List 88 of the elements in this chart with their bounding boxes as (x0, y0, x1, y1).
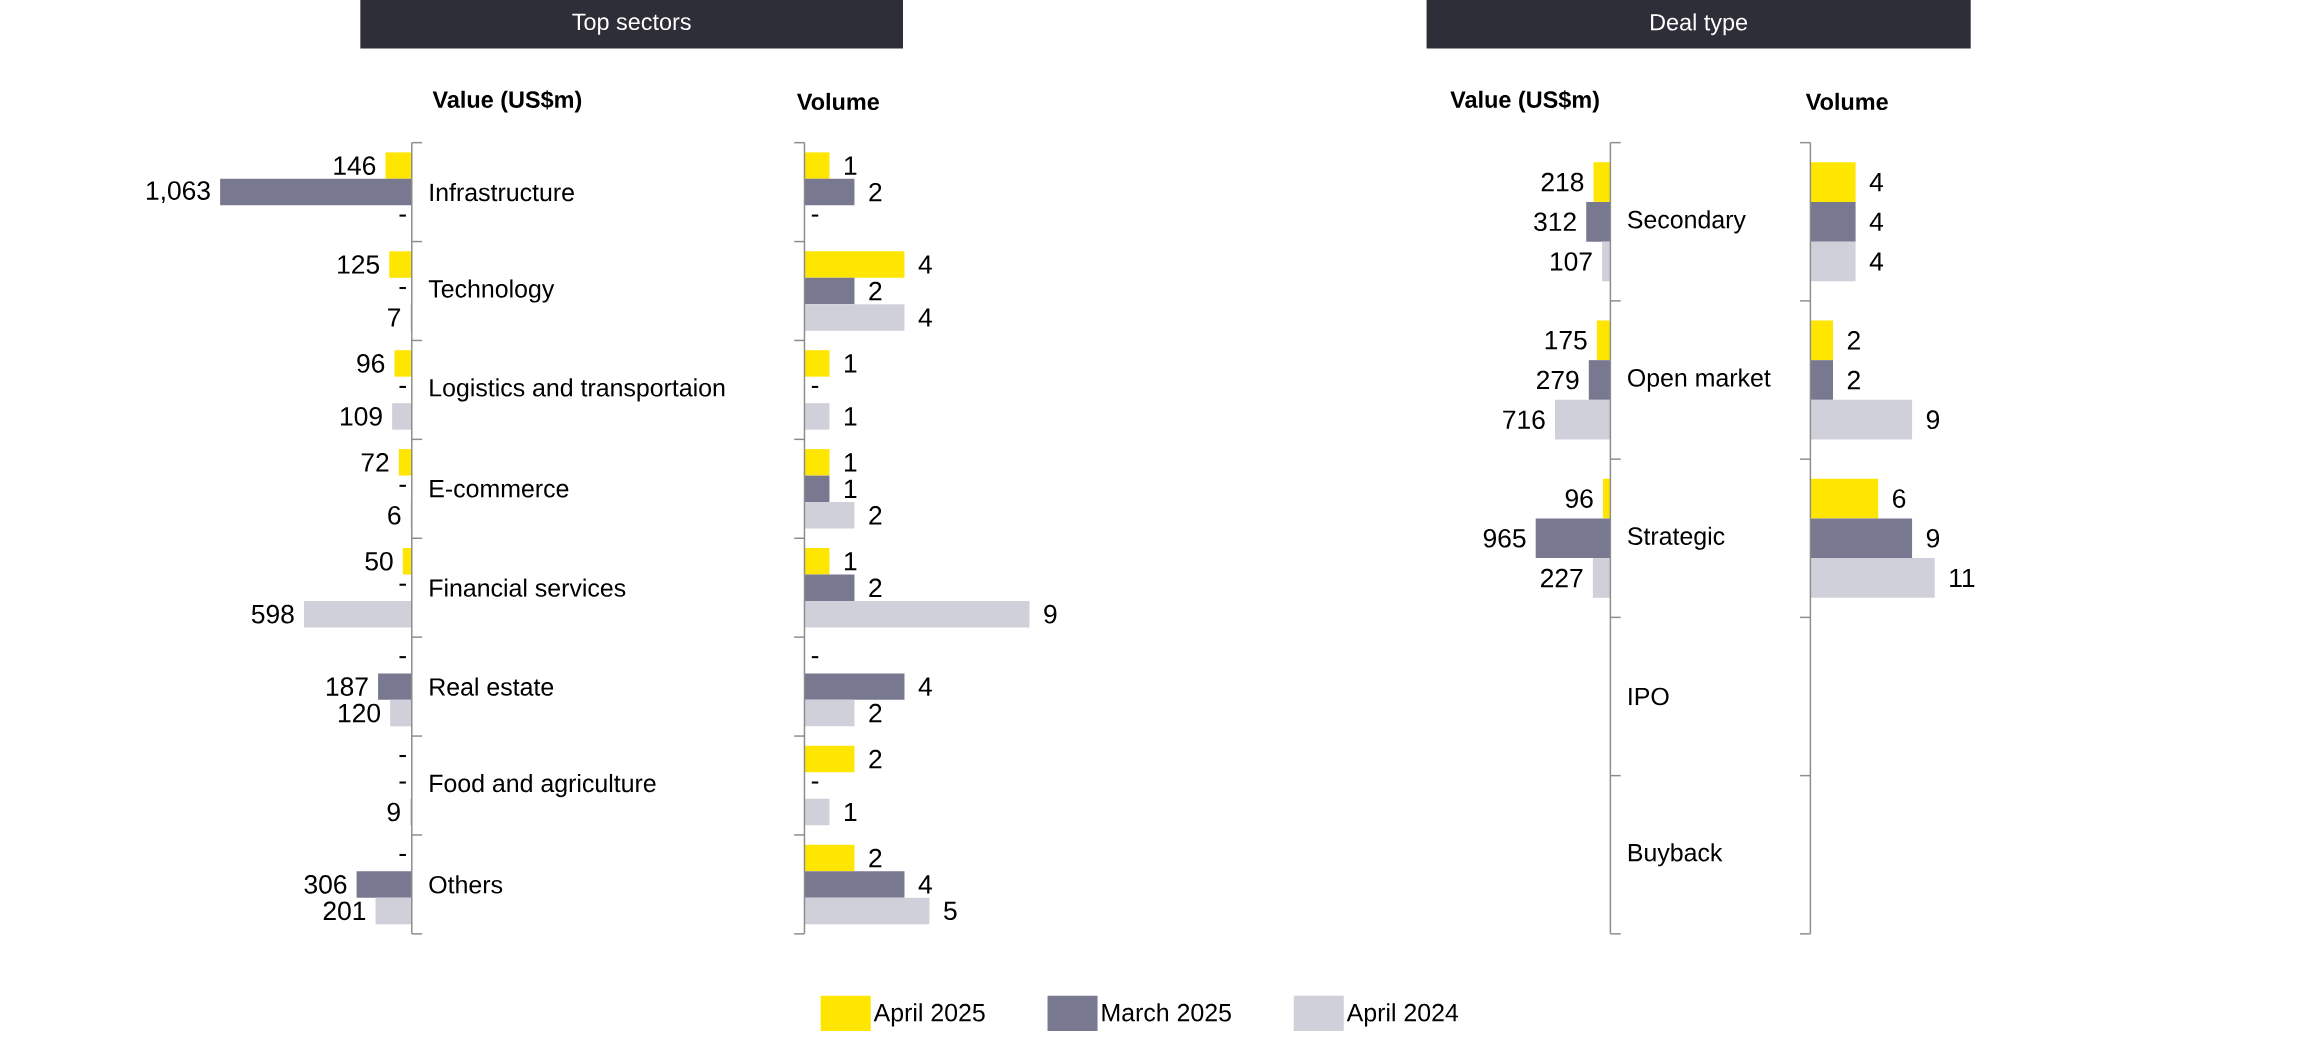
data-label: 9 (1926, 528, 1940, 548)
text: - (811, 214, 819, 217)
y-tick-label: IPO (1629, 687, 1669, 706)
data-label: 218 (1541, 172, 1584, 192)
data-label: 72 (361, 453, 389, 472)
data-label: 4 (1869, 252, 1884, 271)
data-label: 4 (918, 677, 932, 696)
y-tick-label: Technology (428, 279, 555, 303)
y-tick-label: Logistics and transportaion (430, 378, 725, 402)
data-label: 1 (845, 354, 857, 373)
data-label: 4 (918, 308, 932, 327)
text: - (811, 656, 819, 659)
chart-title: Volume (796, 92, 879, 111)
legend-label: March 2025 (1102, 1003, 1231, 1022)
data-label: 2 (869, 578, 882, 597)
data-label: 6 (1893, 489, 1906, 508)
text: Deal type (1651, 13, 1748, 36)
text: - (399, 385, 406, 388)
data-label: 1 (845, 479, 857, 498)
data-label: 7 (388, 308, 401, 327)
y-tick-label: Buyback (1628, 843, 1723, 867)
data-label: 2 (869, 703, 882, 723)
data-label: 306 (304, 875, 347, 894)
data-label: 2 (869, 848, 882, 868)
data-label: 9 (1044, 604, 1057, 624)
data-label: 187 (326, 677, 368, 696)
y-tick-label: E-commerce (430, 480, 569, 498)
data-label: 5 (944, 901, 957, 921)
data-label: 2 (869, 506, 882, 525)
text: - (399, 287, 406, 290)
text: - (399, 781, 406, 784)
y-tick-label: Secondary (1627, 210, 1746, 234)
text: Value (US$m) (432, 90, 582, 113)
text: - (811, 781, 819, 784)
y-tick-label: Open market (1628, 368, 1771, 392)
data-label: 4 (918, 875, 932, 894)
data-label: 1,063 (147, 181, 210, 204)
y-tick-label: Real estate (430, 677, 554, 696)
text: - (399, 656, 406, 659)
text: - (399, 583, 406, 586)
data-label: 2 (869, 749, 882, 769)
y-tick-label: Financial services (430, 578, 626, 597)
data-label: 2 (1847, 331, 1860, 350)
chart-subtitle: Value (US$m) (1450, 90, 1599, 113)
text: - (399, 755, 406, 758)
data-label: 1 (845, 453, 857, 472)
data-label: 2 (869, 182, 882, 202)
data-label: 2 (869, 281, 882, 301)
data-label: 11 (1950, 568, 1975, 588)
data-label: 50 (365, 551, 393, 571)
text: - (399, 853, 406, 857)
data-label: 96 (1565, 489, 1593, 508)
data-label: 716 (1503, 410, 1545, 430)
data-label: 2 (1847, 370, 1860, 390)
data-label: 9 (387, 802, 400, 822)
data-label: 1 (845, 156, 857, 175)
legend-label: April 2024 (1346, 1003, 1459, 1027)
data-label: 4 (918, 255, 932, 274)
data-label: 598 (251, 604, 294, 624)
data-label: 4 (1869, 212, 1884, 231)
data-label: 107 (1550, 252, 1592, 271)
data-label: 146 (334, 156, 376, 175)
y-tick-label: Food and agriculture (430, 773, 656, 798)
data-label: 201 (323, 901, 366, 921)
data-label: 1 (845, 552, 857, 571)
y-tick-label: Others (429, 875, 503, 894)
data-label: 4 (1869, 173, 1884, 192)
data-label: 109 (341, 407, 382, 426)
text: - (399, 484, 406, 487)
data-label: 1 (845, 407, 857, 426)
data-label: 120 (339, 703, 381, 723)
text: Top sectors (572, 13, 691, 35)
text: - (399, 214, 406, 217)
data-label: 125 (338, 255, 380, 274)
data-label: 9 (1926, 410, 1940, 430)
data-label: 6 (388, 505, 401, 525)
data-label: 279 (1537, 370, 1579, 390)
y-tick-label: Strategic (1627, 526, 1725, 550)
data-label: 175 (1545, 331, 1587, 350)
chart-title: Volume (1805, 92, 1888, 111)
data-label: 312 (1534, 212, 1576, 232)
text: - (811, 385, 819, 388)
y-tick-label: Infrastructure (430, 183, 574, 202)
data-label: 965 (1483, 528, 1526, 548)
legend-label: April 2025 (873, 1003, 985, 1027)
data-label: 227 (1541, 568, 1583, 588)
data-label: 1 (845, 802, 857, 822)
data-label: 96 (357, 354, 385, 373)
